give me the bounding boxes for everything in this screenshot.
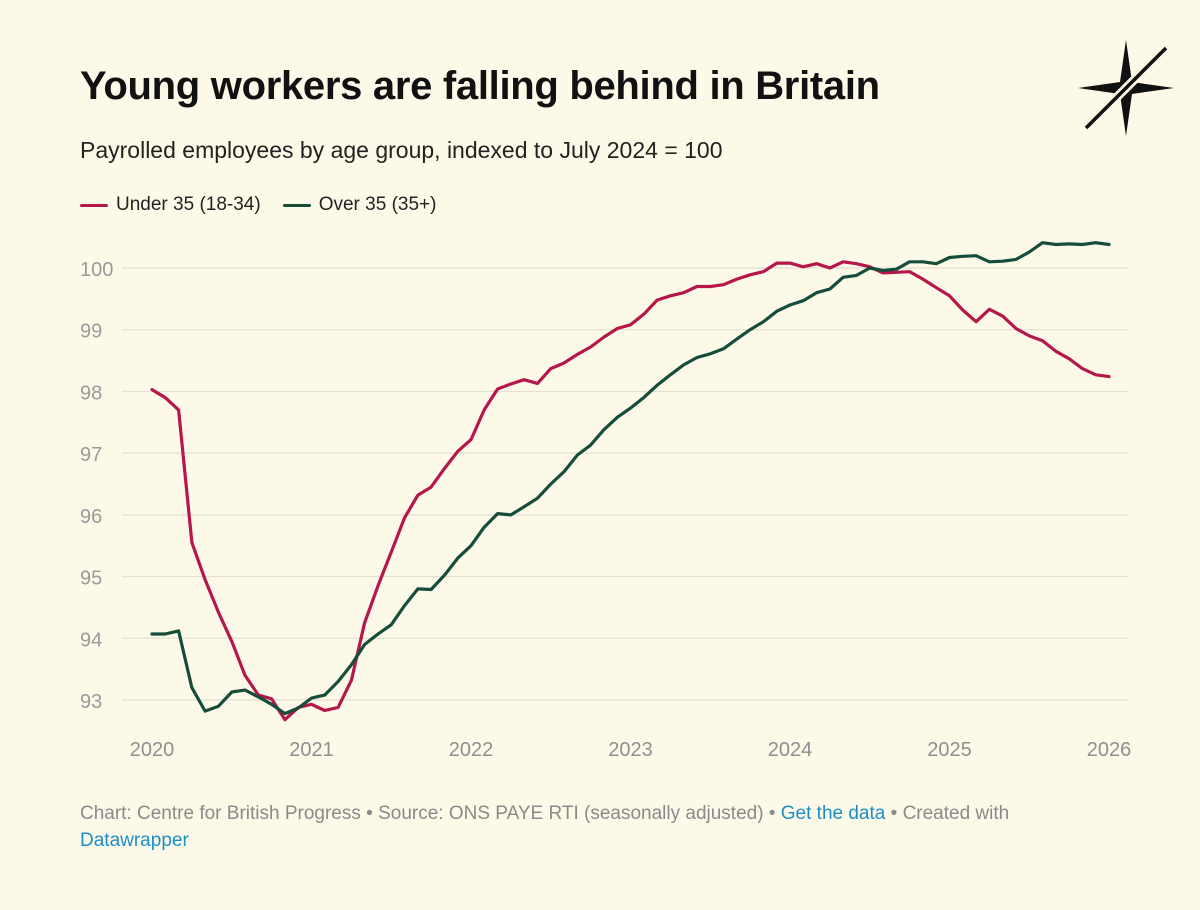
footer-separator: • [885, 803, 903, 824]
legend-label-over-35: Over 35 (35+) [318, 194, 437, 215]
x-tick-label: 2025 [927, 739, 972, 761]
line-chart: 93 94 95 96 97 98 99 100 2020 2021 2022 2023 2024 202… [80, 241, 1132, 761]
x-tick-label: 2021 [289, 739, 334, 761]
compass-star-icon [1078, 40, 1174, 136]
legend-swatch-over-35 [282, 203, 311, 207]
x-tick-label: 2026 [1087, 739, 1132, 761]
chart-credit: Chart: Centre for British Progress [80, 803, 361, 824]
y-tick-label: 99 [80, 321, 102, 343]
y-tick-label: 93 [80, 691, 102, 713]
created-with-text: Created with [902, 803, 1010, 824]
x-tick-label: 2023 [608, 739, 653, 761]
series-line-under-35-18-34 [150, 260, 1111, 722]
footer-separator: • [360, 803, 379, 824]
y-tick-label: 100 [80, 259, 113, 281]
footer-separator: • [763, 803, 781, 824]
source-text: Source: ONS PAYE RTI (seasonally adjuste… [378, 803, 764, 824]
x-tick-label: 2024 [768, 739, 813, 761]
chart-subtitle: Payrolled employees by age group, indexe… [80, 137, 723, 163]
legend: Under 35 (18-34) Over 35 (35+) [80, 194, 458, 216]
legend-item-under-35[interactable]: Under 35 (18-34) [80, 194, 261, 216]
x-tick-label: 2020 [130, 739, 175, 761]
series-line-over-35-35 [150, 241, 1111, 716]
y-tick-label: 97 [80, 444, 102, 466]
datawrapper-link[interactable]: Datawrapper [80, 830, 189, 851]
legend-item-over-35[interactable]: Over 35 (35+) [282, 194, 437, 216]
chart-footer: Chart: Centre for British Progress • Sou… [80, 800, 1140, 854]
legend-label-under-35: Under 35 (18-34) [116, 194, 261, 215]
y-tick-label: 94 [80, 629, 102, 651]
get-the-data-link[interactable]: Get the data [780, 803, 886, 824]
chart-title: Young workers are falling behind in Brit… [80, 64, 880, 108]
y-tick-label: 98 [80, 382, 102, 404]
y-tick-label: 96 [80, 506, 102, 528]
legend-swatch-under-35 [80, 203, 108, 207]
x-tick-label: 2022 [449, 739, 494, 761]
y-tick-label: 95 [80, 568, 102, 590]
